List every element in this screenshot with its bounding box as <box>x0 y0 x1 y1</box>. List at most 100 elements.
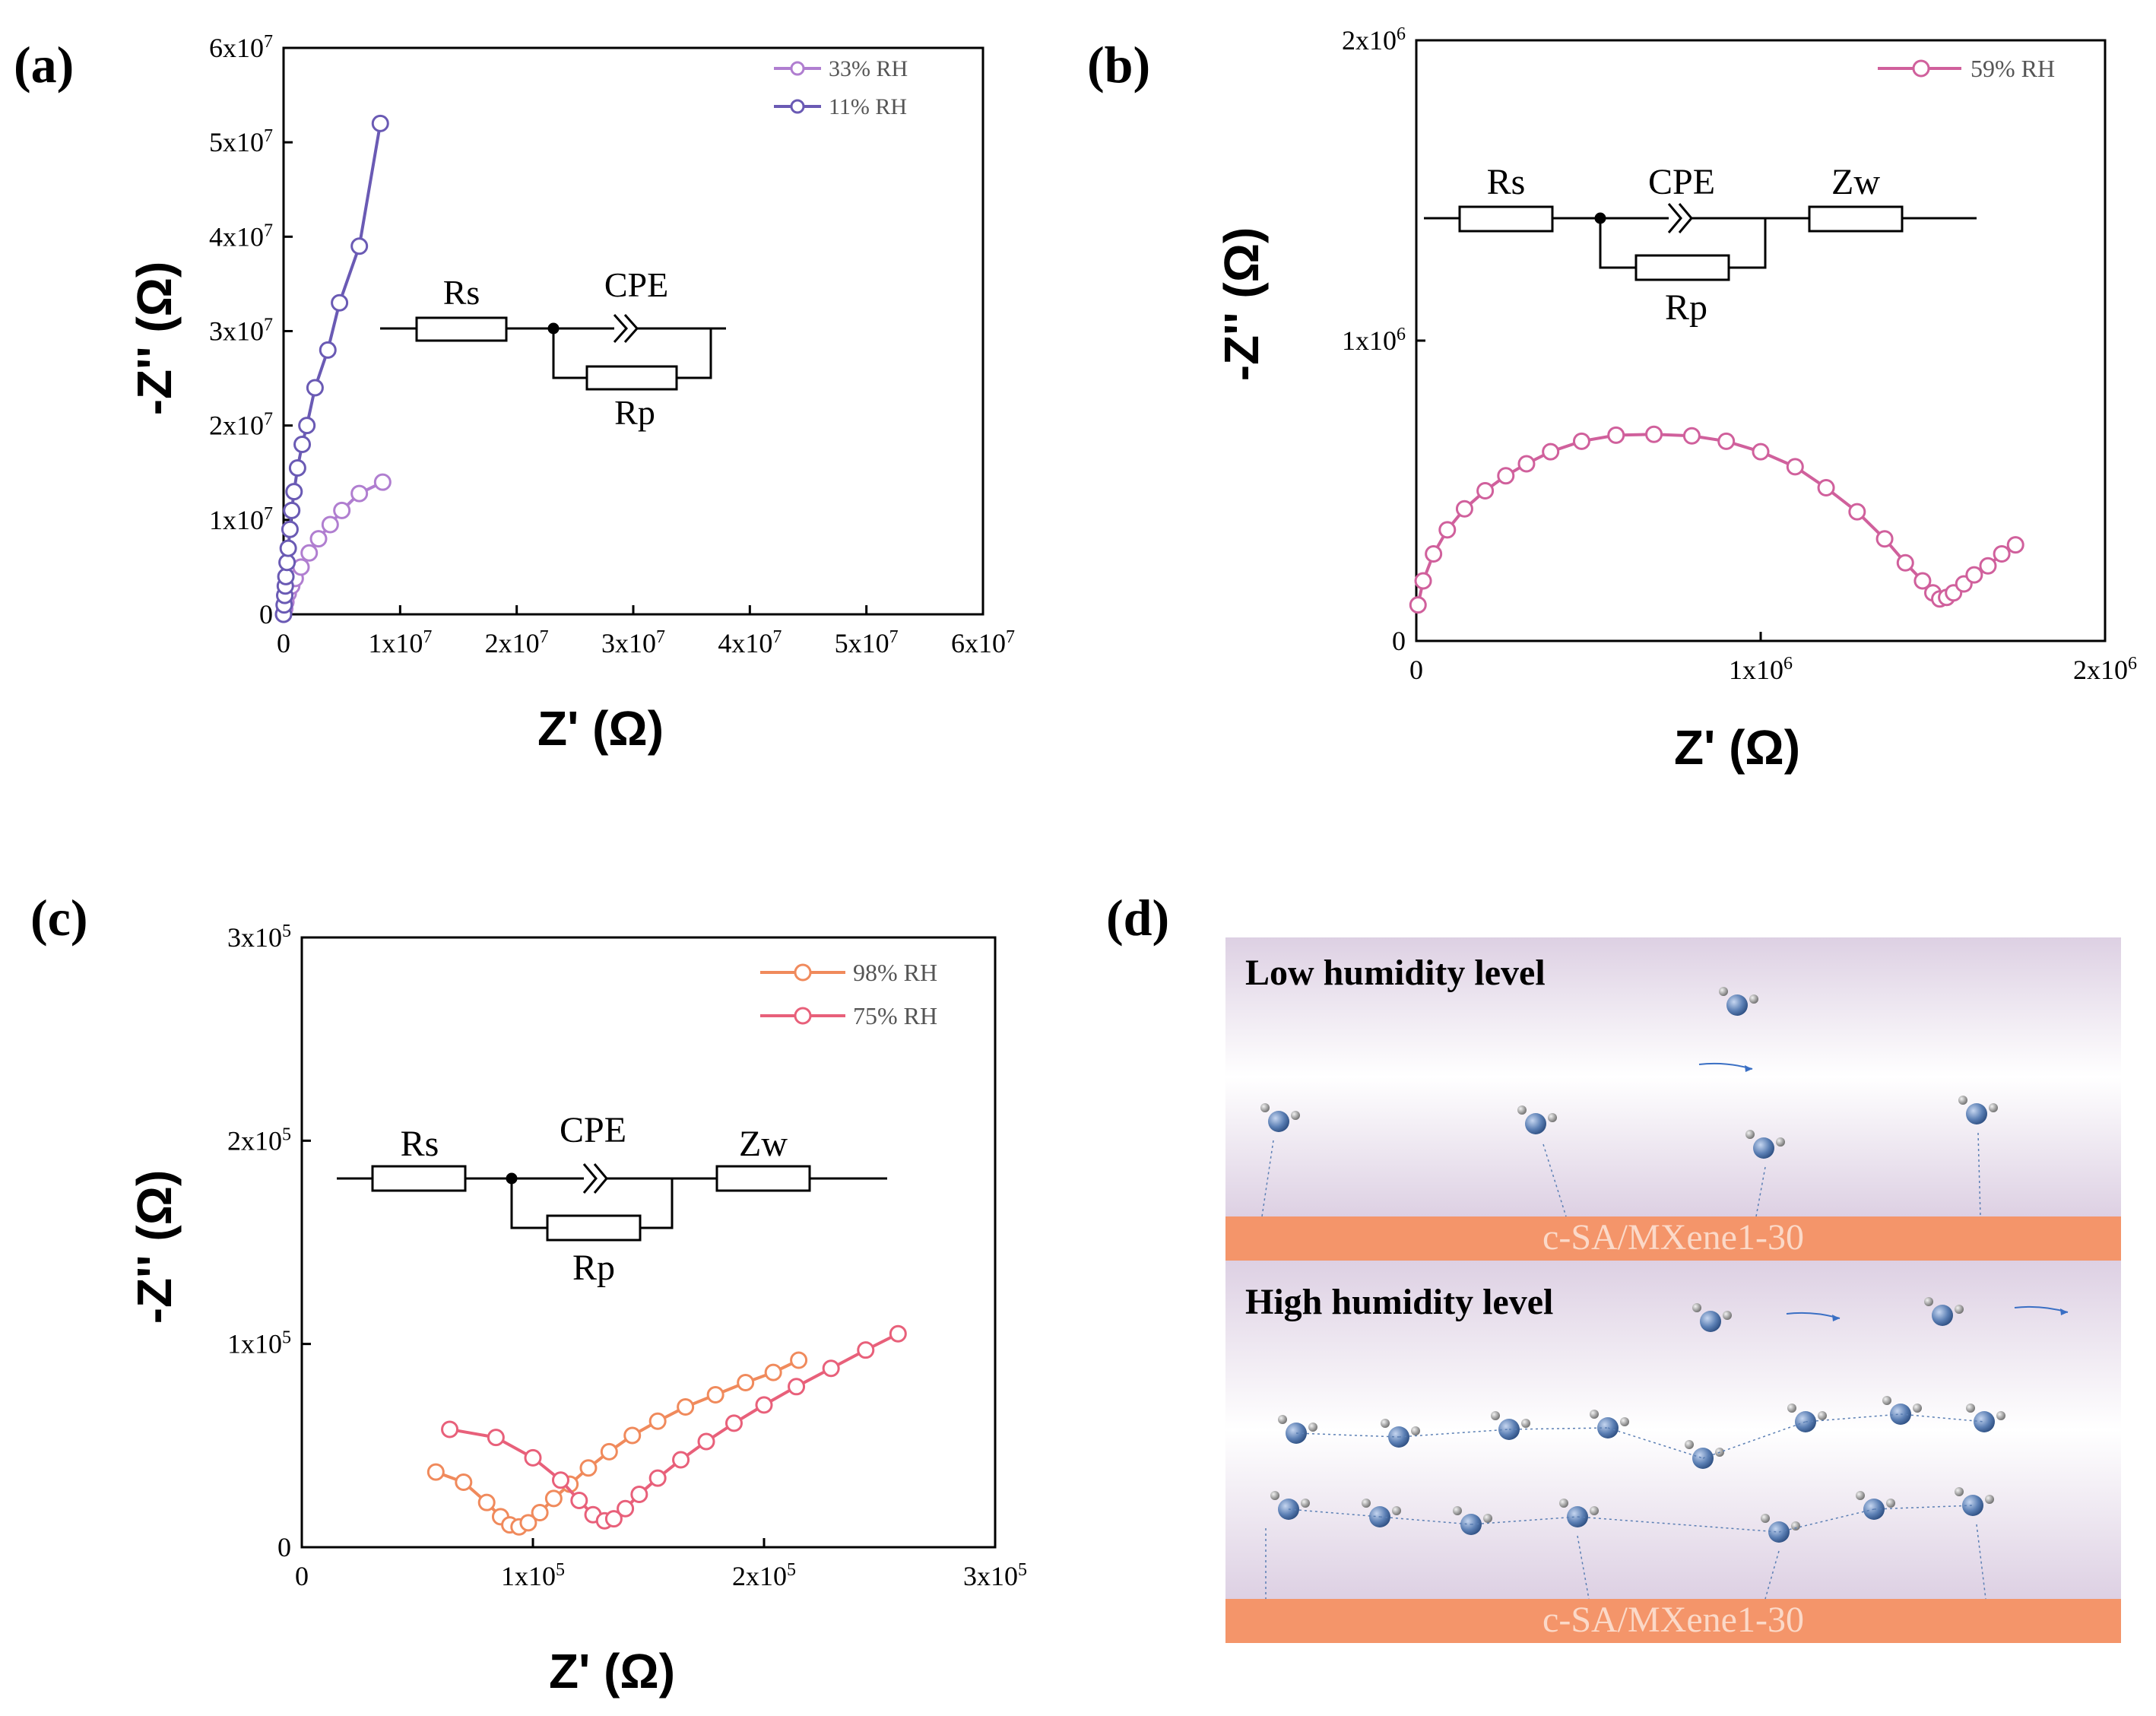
hydrogen-bond-high-a-1 <box>1398 1429 1510 1438</box>
panel-b-circuit <box>1424 203 1977 281</box>
legend-b-marker-1 <box>1912 59 1930 78</box>
data-point-c-1-3 <box>551 1471 569 1489</box>
data-point-b-0-18 <box>1875 530 1894 548</box>
data-point-b-0-26 <box>1965 566 1983 584</box>
x-tick-label-a-4: 4x107 <box>718 627 782 658</box>
circuit-a-rp-label: Rp <box>614 393 655 432</box>
data-point-c-1-11 <box>672 1451 690 1469</box>
x-tick-label-c-0: 0 <box>295 1561 309 1591</box>
data-point-c-0-16 <box>737 1373 755 1391</box>
x-tick-label-b-1: 1x106 <box>1729 654 1793 685</box>
y-tick-label-c-1: 1x105 <box>227 1328 291 1359</box>
water-molecule-16 <box>1362 1499 1401 1527</box>
y-tick-label-c-2: 2x105 <box>227 1124 291 1156</box>
data-point-a-1-12 <box>298 417 316 435</box>
circuit-a-rs-label: Rs <box>443 273 480 312</box>
hydrogen-bond-high-a-6 <box>1900 1413 1985 1423</box>
circuit-b-rp-label: Rp <box>1665 287 1707 328</box>
legend-a-marker-2 <box>790 99 805 114</box>
data-point-b-0-29 <box>2006 536 2024 554</box>
y-tick-label-b-0: 0 <box>1392 626 1406 656</box>
hydrogen-bond-high-b-11 <box>1577 1516 1780 1533</box>
panel-a-x-axis-label: Z' (Ω) <box>537 701 664 756</box>
hydrogen-bond-low-0 <box>1261 1140 1274 1217</box>
flow-arrowhead-2 <box>2060 1308 2068 1315</box>
circuit-c-zw-label: Zw <box>739 1124 788 1164</box>
data-point-c-0-2 <box>477 1493 496 1511</box>
data-point-c-0-7 <box>531 1504 549 1522</box>
data-point-b-0-10 <box>1607 426 1625 444</box>
data-point-b-0-20 <box>1913 572 1932 590</box>
low-humidity-background <box>1225 937 2121 1216</box>
x-tick-label-c-2: 2x105 <box>732 1560 796 1591</box>
panel-c-circuit <box>337 1163 887 1242</box>
data-point-b-0-6 <box>1497 467 1515 485</box>
data-point-c-1-10 <box>648 1469 667 1487</box>
water-molecule-6 <box>1924 1297 1964 1326</box>
legend-c-label-1: 98% RH <box>853 959 937 986</box>
circuit-c-cpe-label: CPE <box>560 1110 626 1150</box>
legend-a-marker-1 <box>790 61 805 76</box>
legend-b-label-1: 59% RH <box>1971 55 2055 82</box>
panel-a-marks <box>274 114 392 623</box>
x-tick-label-a-5: 5x107 <box>835 627 899 658</box>
circuit-c-rp-label: Rp <box>572 1248 615 1288</box>
y-tick-label-c-0: 0 <box>277 1532 291 1562</box>
data-point-c-1-17 <box>857 1341 875 1359</box>
panel-d-label: (d) <box>1106 889 1169 947</box>
data-point-c-0-11 <box>600 1442 618 1461</box>
legend-c-label-2: 75% RH <box>853 1002 937 1029</box>
y-tick-label-b-2: 2x106 <box>1342 24 1406 56</box>
data-point-b-0-0 <box>1409 596 1427 614</box>
data-point-a-1-5 <box>278 553 296 572</box>
x-tick-label-a-0: 0 <box>277 628 290 658</box>
panel-c-label: (c) <box>30 889 87 947</box>
data-point-a-0-9 <box>321 515 339 534</box>
data-point-a-1-13 <box>306 379 324 397</box>
panel-a-legend: 33% RH 11% RH <box>774 56 908 119</box>
data-point-b-0-4 <box>1455 500 1473 518</box>
data-point-c-0-17 <box>764 1363 782 1381</box>
panel-a-ticks: 0 1x107 2x107 3x107 4x107 5x107 6x107 0 1x107 2x1… <box>209 32 1015 658</box>
y-tick-label-c-3: 3x105 <box>227 921 291 953</box>
x-tick-label-a-3: 3x107 <box>601 627 665 658</box>
data-point-b-0-11 <box>1645 425 1663 443</box>
data-point-b-0-5 <box>1476 482 1495 500</box>
panel-a-y-axis-label: -Z'' (Ω) <box>127 262 182 416</box>
circuit-a-cpe-label: CPE <box>604 265 668 304</box>
panel-c-x-axis-label: Z' (Ω) <box>549 1644 675 1699</box>
panel-b: (b) 0 1x106 2x106 0 1x106 2x106 -Z'' (Ω) Z' (… <box>1087 24 2137 775</box>
data-point-c-1-18 <box>889 1324 907 1343</box>
hydrogen-bond-high-c-3 <box>1976 1524 1986 1600</box>
data-point-b-0-12 <box>1682 427 1701 445</box>
panel-d: (d) c-SA/MXene1-30 c-SA/MXene1-30 Low hu… <box>1106 889 2121 1643</box>
series-line-a-0 <box>282 481 384 615</box>
data-point-b-0-1 <box>1414 572 1432 590</box>
panel-a-circuit <box>380 314 726 391</box>
x-tick-label-c-3: 3x105 <box>963 1560 1027 1591</box>
data-point-c-1-13 <box>724 1414 743 1432</box>
panel-b-marks <box>1409 425 2024 614</box>
data-point-c-0-15 <box>706 1386 724 1404</box>
x-tick-label-b-2: 2x106 <box>2073 654 2137 685</box>
data-point-a-1-16 <box>350 237 369 255</box>
x-tick-label-c-1: 1x105 <box>501 1560 565 1591</box>
data-point-c-1-2 <box>524 1448 542 1467</box>
hydrogen-bond-high-a-0 <box>1295 1432 1400 1438</box>
panel-b-legend: 59% RH <box>1878 55 2055 82</box>
data-point-a-1-9 <box>285 483 303 501</box>
data-point-c-0-8 <box>544 1489 563 1508</box>
high-humidity-background <box>1225 1261 2121 1599</box>
data-point-c-1-16 <box>822 1359 840 1378</box>
data-point-b-0-19 <box>1896 553 1914 572</box>
low-humidity-title: Low humidity level <box>1245 953 1546 993</box>
high-humidity-title: High humidity level <box>1245 1282 1553 1322</box>
substrate-top <box>1225 1216 2121 1261</box>
hydrogen-bond-high-b-10 <box>1470 1516 1578 1525</box>
panel-a: (a) 0 1x107 2x107 3x107 4x107 5x107 6x107 0 1x10… <box>14 32 1015 756</box>
data-point-b-0-27 <box>1979 557 1997 575</box>
hydrogen-bond-high-b-13 <box>1873 1505 1974 1510</box>
data-point-c-1-0 <box>441 1420 459 1438</box>
